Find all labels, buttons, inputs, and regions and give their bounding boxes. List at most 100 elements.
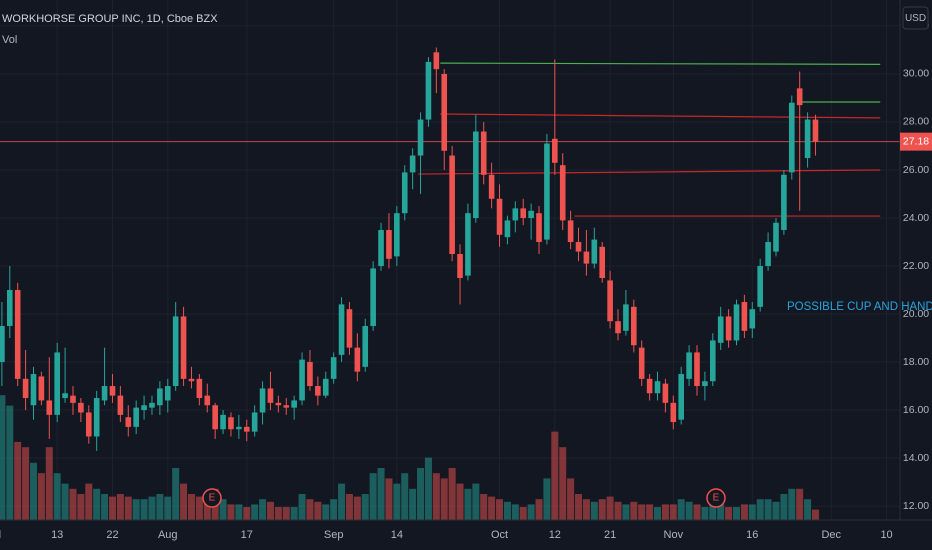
candle-body [70, 395, 76, 403]
volume-bar [108, 496, 116, 520]
candle-body [441, 73, 448, 151]
candle-body [804, 119, 811, 158]
volume-bar [148, 496, 156, 520]
volume-bar [251, 504, 259, 520]
volume-bar [709, 501, 717, 520]
candle-body [22, 378, 29, 399]
volume-bar [693, 504, 701, 520]
volume-bar [448, 468, 456, 520]
candle-body [275, 402, 282, 406]
volume-bar [187, 494, 195, 520]
volume-bar [464, 488, 472, 520]
candle-body [93, 398, 100, 437]
price-badge-label: 27.18 [903, 135, 929, 147]
volume-bar [732, 507, 740, 520]
volume-bar [606, 496, 614, 520]
candle-body [528, 210, 534, 218]
volume-bar [203, 499, 211, 520]
candle-body [757, 266, 763, 307]
y-tick-label: 20.00 [903, 308, 929, 320]
candle-body [694, 352, 700, 387]
candle-body [599, 246, 606, 279]
candle-body [78, 402, 84, 413]
candle-body [480, 131, 487, 175]
earnings-label[interactable]: E [209, 493, 216, 504]
y-tick-label: 30.00 [903, 68, 929, 80]
volume-bar [361, 494, 369, 520]
candle-body [291, 400, 297, 408]
candle-body [631, 306, 637, 346]
volume-bar [567, 478, 575, 520]
candle-body [394, 213, 400, 257]
candle-body [583, 251, 590, 264]
candle-body [14, 290, 21, 379]
candle-body [228, 417, 234, 430]
x-tick-label: Jul [0, 529, 1, 541]
candle-body [567, 220, 574, 242]
y-tick-label: 28.00 [903, 116, 929, 128]
candle-body [717, 316, 724, 343]
volume-label: Vol [2, 34, 17, 46]
volume-bar [480, 494, 488, 520]
x-tick-label: 12 [549, 529, 561, 541]
x-tick-label: Nov [664, 529, 684, 541]
candle-body [338, 304, 345, 355]
chart-title: WORKHORSE GROUP INC, 1D, Cboe BZX [2, 13, 218, 25]
volume-bar [543, 478, 551, 520]
candle-body [378, 229, 384, 267]
candle-body [702, 381, 708, 387]
currency-button[interactable] [902, 6, 929, 30]
earnings-marker[interactable] [202, 488, 222, 508]
x-tick-label: Sep [324, 529, 344, 541]
candle-body [741, 302, 748, 331]
candle-body [670, 402, 677, 423]
volume-bar [172, 468, 180, 520]
volume-bar [266, 501, 274, 520]
volume-bar [424, 457, 432, 520]
x-tick-label: 17 [241, 529, 253, 541]
x-tick-label: 10 [880, 529, 892, 541]
earnings-label[interactable]: E [713, 493, 720, 504]
volume-bar [14, 442, 22, 520]
candle-body [646, 378, 653, 394]
volume-bar [638, 504, 646, 520]
volume-bar [456, 483, 464, 520]
currency-label[interactable]: USD [905, 13, 926, 24]
volume-bar [298, 494, 306, 520]
volume-bar [140, 499, 148, 520]
candle-body [243, 426, 250, 432]
volume-bar [661, 504, 669, 520]
volume-bar [401, 473, 409, 520]
earnings-marker[interactable] [706, 488, 726, 508]
volume-bar [124, 496, 132, 520]
x-tick-label: Oct [491, 529, 508, 541]
volume-bar [796, 488, 804, 520]
volume-bar [417, 468, 425, 520]
candle-body [686, 352, 692, 379]
candle-body [457, 253, 463, 279]
candle-body [251, 412, 258, 432]
candle-body [465, 213, 471, 276]
candle-body [678, 374, 685, 420]
trend-line [440, 62, 881, 65]
candle-body [559, 165, 566, 221]
y-tick-label: 22.00 [903, 260, 929, 272]
x-tick-label: Aug [158, 529, 178, 541]
candle-body [615, 321, 621, 334]
candle-body [512, 208, 519, 221]
drawings [0, 62, 900, 217]
volume-bar [259, 499, 267, 520]
volume-bar [804, 499, 812, 520]
axes: 12.00 14.00 16.00 18.00 20.00 22.00 24.00 26.00… [0, 20, 932, 541]
candle-body [654, 381, 661, 394]
candle-body [0, 326, 5, 363]
candle-body [330, 357, 337, 379]
candle-body [544, 143, 550, 240]
candle-body [38, 376, 45, 401]
volume-bar [488, 496, 496, 520]
candle-body [709, 340, 716, 382]
volume-bar [227, 504, 235, 520]
volume-bar [409, 488, 417, 520]
x-tick-label: 16 [746, 529, 758, 541]
